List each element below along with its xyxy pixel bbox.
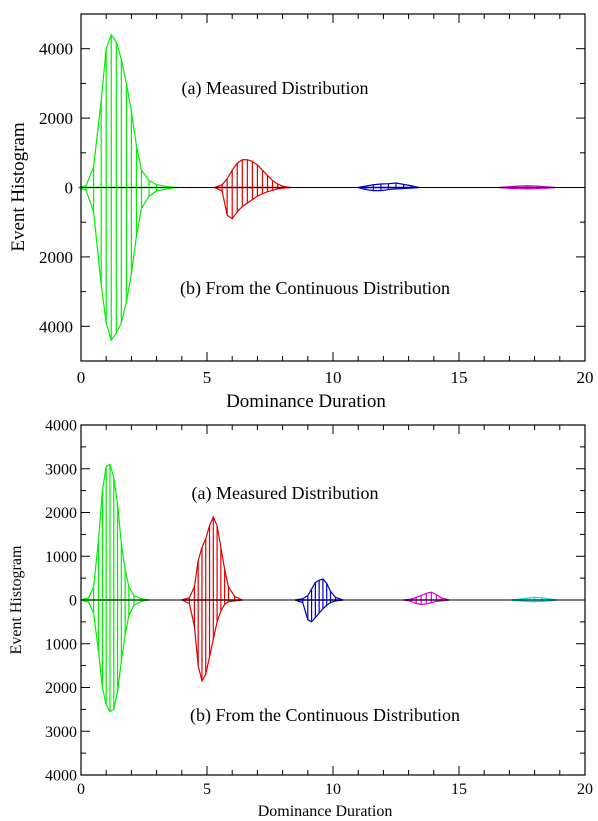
- top-x-tick-label: 10: [325, 368, 342, 387]
- bottom-series-1-measured-envelope: [181, 515, 243, 601]
- bottom-panel: 0 5 10 15 20 4000 3000 2000 1000 0 1000 2000 3000 400…: [8, 418, 593, 820]
- top-axis-ticks: 0 5 10 15 20 4000 2000 0 2000 4000: [39, 13, 594, 387]
- bottom-y-tick-label: 3000: [45, 724, 77, 741]
- bottom-x-tick-label: 0: [77, 781, 85, 798]
- top-y-tick-label: 2000: [39, 248, 73, 267]
- bottom-annotation-continuous: (b) From the Continuous Distribution: [190, 705, 460, 726]
- bottom-y-tick-label: 4000: [45, 768, 77, 785]
- bottom-x-tick-label: 5: [203, 781, 211, 798]
- bottom-axis-ticks: 0 5 10 15 20 4000 3000 2000 1000 0 1000 2000 3000 400…: [45, 418, 593, 798]
- top-series-0-measured-envelope: [78, 33, 177, 189]
- bottom-y-tick-label: 4000: [45, 418, 77, 435]
- top-panel-histograms: [78, 33, 585, 342]
- bottom-x-tick-label: 10: [325, 781, 341, 798]
- top-x-tick-label: 20: [577, 368, 594, 387]
- top-y-tick-label: 4000: [39, 40, 73, 59]
- bottom-y-axis-label: Event Histogram: [8, 545, 25, 654]
- top-series-0-continuous-envelope: [78, 186, 177, 342]
- top-y-tick-label: 2000: [39, 109, 73, 128]
- bottom-y-tick-label: 2000: [45, 680, 77, 697]
- top-annotation-continuous: (b) From the Continuous Distribution: [180, 278, 450, 299]
- top-x-tick-label: 0: [77, 368, 86, 387]
- top-panel: 0 5 10 15 20 4000 2000 0 2000 4000 Dominance Dura…: [8, 13, 594, 412]
- top-annotation-measured: (a) Measured Distribution: [182, 78, 369, 99]
- bottom-x-tick-label: 20: [577, 781, 593, 798]
- bottom-series-0-measured-envelope: [80, 463, 150, 601]
- bottom-series-1-continuous-envelope: [181, 599, 243, 683]
- bottom-y-tick-label: 1000: [45, 549, 77, 566]
- top-x-axis-label: Dominance Duration: [226, 391, 386, 412]
- top-y-tick-label: 0: [65, 178, 74, 197]
- bottom-series-0-continuous-envelope: [80, 599, 150, 713]
- top-x-tick-label: 15: [451, 368, 468, 387]
- bottom-y-tick-label: 3000: [45, 461, 77, 478]
- bottom-panel-histograms: [80, 463, 585, 713]
- bottom-y-tick-label: 0: [69, 593, 77, 610]
- bottom-y-tick-label: 2000: [45, 505, 77, 522]
- top-x-tick-label: 5: [203, 368, 212, 387]
- bottom-y-tick-label: 1000: [45, 636, 77, 653]
- bottom-x-tick-label: 15: [451, 781, 467, 798]
- bottom-annotation-measured: (a) Measured Distribution: [192, 483, 379, 504]
- top-y-tick-label: 4000: [39, 317, 73, 336]
- top-y-axis-label: Event Histogram: [8, 122, 29, 252]
- bottom-x-axis-label: Dominance Duration: [258, 803, 393, 820]
